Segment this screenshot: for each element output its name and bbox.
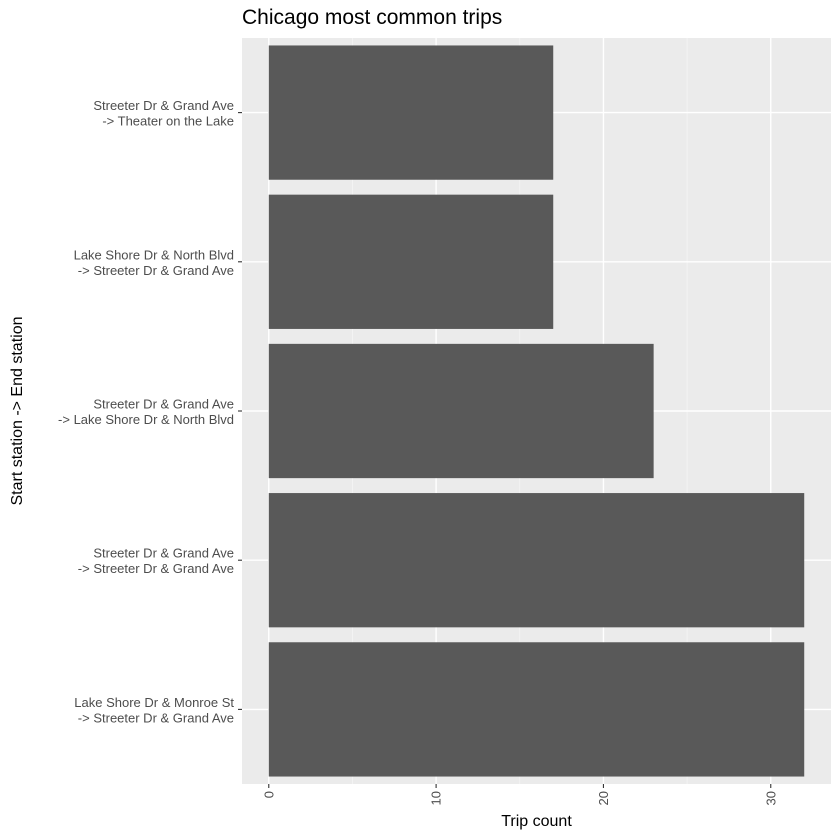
y-tick-label: Streeter Dr & Grand Ave -> Lake Shore Dr … [58, 397, 234, 428]
y-axis-title: Start station -> End station [9, 317, 26, 506]
y-tick-label: Lake Shore Dr & Monroe St -> Streeter Dr … [74, 695, 234, 726]
chart-title: Chicago most common trips [242, 6, 502, 29]
bar [268, 493, 805, 628]
y-tick-label: Streeter Dr & Grand Ave -> Theater on the… [93, 98, 234, 129]
bar [268, 343, 654, 479]
bar [268, 642, 805, 777]
bar [268, 45, 554, 180]
x-tick-label: 10 [429, 791, 444, 805]
y-tick-label: Lake Shore Dr & North Blvd -> Streeter Dr… [74, 247, 234, 278]
x-tick-label: 0 [261, 791, 276, 798]
bars [268, 45, 805, 777]
bar [268, 194, 554, 329]
y-tick-label: Streeter Dr & Grand Ave -> Streeter Dr & … [78, 546, 234, 577]
y-axis-ticks: Streeter Dr & Grand Ave -> Theater on the… [58, 98, 242, 725]
x-tick-label: 20 [596, 791, 611, 805]
x-axis-ticks: 0 10 20 30 [261, 784, 778, 805]
x-tick-label: 30 [763, 791, 778, 805]
x-axis-title: Trip count [501, 813, 572, 830]
